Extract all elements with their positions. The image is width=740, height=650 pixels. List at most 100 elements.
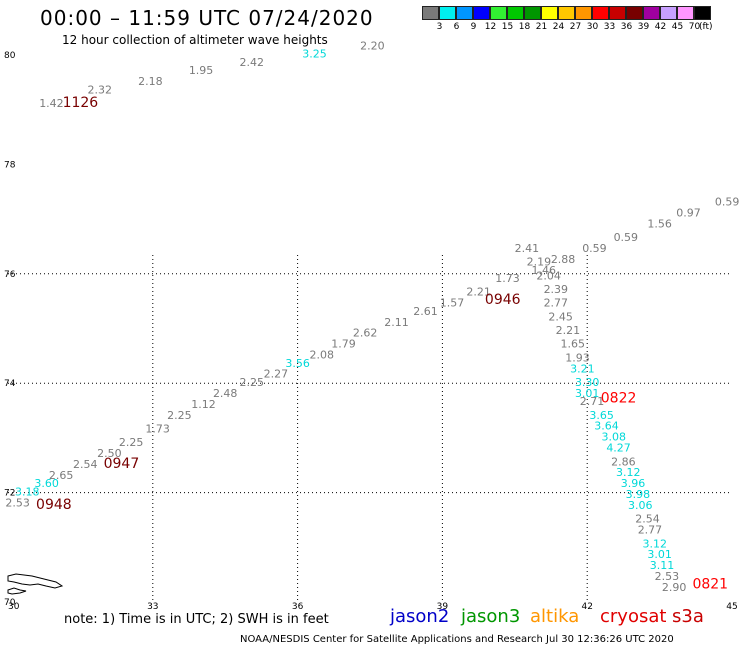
legend-label: 15 [501, 22, 514, 32]
legend-swatch [558, 6, 575, 20]
swh-value-label: 2.53 [5, 496, 30, 509]
swh-value-label: 2.62 [353, 327, 378, 340]
swh-value-label: 2.21 [466, 286, 491, 299]
swh-value-label: 2.18 [138, 75, 163, 88]
swh-value-label: 2.04 [536, 269, 561, 282]
legend-swatch [473, 6, 490, 20]
swh-value-label: 0.59 [582, 242, 607, 255]
credit-line: NOAA/NESDIS Center for Satellite Applica… [240, 634, 674, 645]
graticule [8, 255, 732, 602]
swh-value-label: 2.11 [384, 316, 409, 329]
swh-value-label: 2.86 [611, 455, 636, 468]
swh-value-label: 0.97 [676, 206, 701, 219]
swh-value-label: 2.54 [73, 458, 98, 471]
lon-tick-label: 36 [292, 602, 304, 612]
legend-label: 39 [637, 22, 650, 32]
swh-value-label: 0.59 [715, 195, 740, 208]
swh-value-label: 2.27 [264, 368, 289, 381]
pass-time-label: 0948 [36, 497, 72, 513]
swh-value-label: 0.59 [614, 231, 639, 244]
legend-swatch [490, 6, 507, 20]
swh-value-label: 2.54 [635, 513, 660, 526]
swh-value-label: 2.21 [556, 324, 581, 337]
swh-value-label: 3.08 [601, 431, 626, 444]
legend-label: 24 [552, 22, 565, 32]
lon-tick-label: 30 [8, 602, 20, 612]
swh-value-label: 2.48 [213, 387, 238, 400]
legend-swatch [507, 6, 524, 20]
swh-value-label: 2.41 [515, 242, 540, 255]
swh-value-label: 1.73 [145, 422, 170, 435]
legend-swatch [626, 6, 643, 20]
legend-unit: (ft) [699, 22, 713, 32]
page-title: 00:00 – 11:59 UTC 07/24/2020 [40, 6, 374, 30]
swh-value-label: 2.25 [119, 436, 144, 449]
swh-value-label: 3.06 [628, 499, 653, 512]
lon-tick-label: 39 [437, 602, 449, 612]
legend-label: 6 [453, 22, 460, 32]
swh-value-label: 2.88 [551, 253, 576, 266]
lat-tick-label: 70 [4, 598, 16, 608]
swh-value-label: 1.57 [440, 297, 465, 310]
legend-swatch [694, 6, 711, 20]
pass-time-label: 0822 [601, 390, 637, 406]
swh-value-label: 1.73 [495, 272, 520, 285]
legend-swatch [677, 6, 694, 20]
swh-value-label: 3.96 [621, 477, 646, 490]
swh-value-label: 2.50 [97, 447, 122, 460]
satellite-jason3: jason3 [461, 606, 521, 627]
legend-label: 18 [518, 22, 531, 32]
swh-value-label: 1.93 [565, 351, 590, 364]
swh-value-label: 2.08 [309, 349, 334, 362]
legend-label: 21 [535, 22, 548, 32]
swh-value-label: 3.60 [34, 477, 59, 490]
swh-value-label: 2.25 [167, 409, 192, 422]
legend-swatch [541, 6, 558, 20]
lat-tick-label: 78 [4, 160, 16, 170]
swh-value-label: 2.20 [360, 40, 385, 53]
legend-label: 9 [470, 22, 477, 32]
swh-value-label: 3.64 [594, 420, 619, 433]
swh-value-label: 2.42 [239, 56, 264, 69]
footer-note: note: 1) Time is in UTC; 2) SWH is in fe… [64, 612, 329, 627]
swh-value-label: 2.77 [544, 297, 569, 310]
coastline [7, 573, 64, 595]
swh-value-label: 1.65 [560, 338, 585, 351]
swh-value-label: 2.39 [544, 283, 569, 296]
swh-value-label: 3.12 [643, 537, 668, 550]
swh-value-label: 1.79 [331, 338, 356, 351]
swh-value-label: 3.11 [650, 559, 675, 572]
swh-value-label: 1.12 [191, 398, 216, 411]
swh-value-label: 2.32 [87, 83, 112, 96]
satellite-cryosat: cryosat [600, 606, 667, 627]
swh-value-label: 3.56 [285, 357, 310, 370]
satellite-jason2: jason2 [390, 606, 450, 627]
swh-value-label: 2.19 [527, 256, 552, 269]
pass-time-label: 0947 [104, 456, 140, 472]
lon-tick-label: 33 [147, 602, 158, 612]
swh-value-label: 3.01 [647, 548, 672, 561]
legend-label: 12 [484, 22, 497, 32]
swh-value-label: 2.65 [49, 469, 74, 482]
legend-label: 3 [436, 22, 443, 32]
swh-value-label: 3.65 [589, 409, 614, 422]
pass-time-label: 0946 [485, 292, 521, 308]
swh-value-label: 1.56 [647, 217, 672, 230]
swh-value-label: 1.42 [39, 97, 64, 110]
pass-times: 1126 0946 0822 0947 0948 0821 [36, 95, 728, 592]
swh-value-label: 1.46 [532, 264, 557, 277]
swh-value-label: 3.21 [570, 362, 595, 375]
legend-swatch [456, 6, 473, 20]
swh-value-label: 2.25 [239, 376, 264, 389]
swh-value-label: 2.71 [580, 395, 605, 408]
lat-tick-label: 72 [4, 489, 15, 499]
legend-label: 45 [671, 22, 684, 32]
swh-value-label: 3.12 [616, 466, 641, 479]
swh-value-label: 3.25 [302, 48, 327, 61]
axis-ticks: 30 33 36 39 42 45 70 72 74 76 78 80 [4, 51, 738, 612]
satellite-altika: altika [530, 606, 580, 627]
swh-value-label: 2.45 [548, 310, 573, 323]
lon-tick-label: 42 [581, 602, 592, 612]
lat-tick-label: 80 [4, 51, 16, 61]
